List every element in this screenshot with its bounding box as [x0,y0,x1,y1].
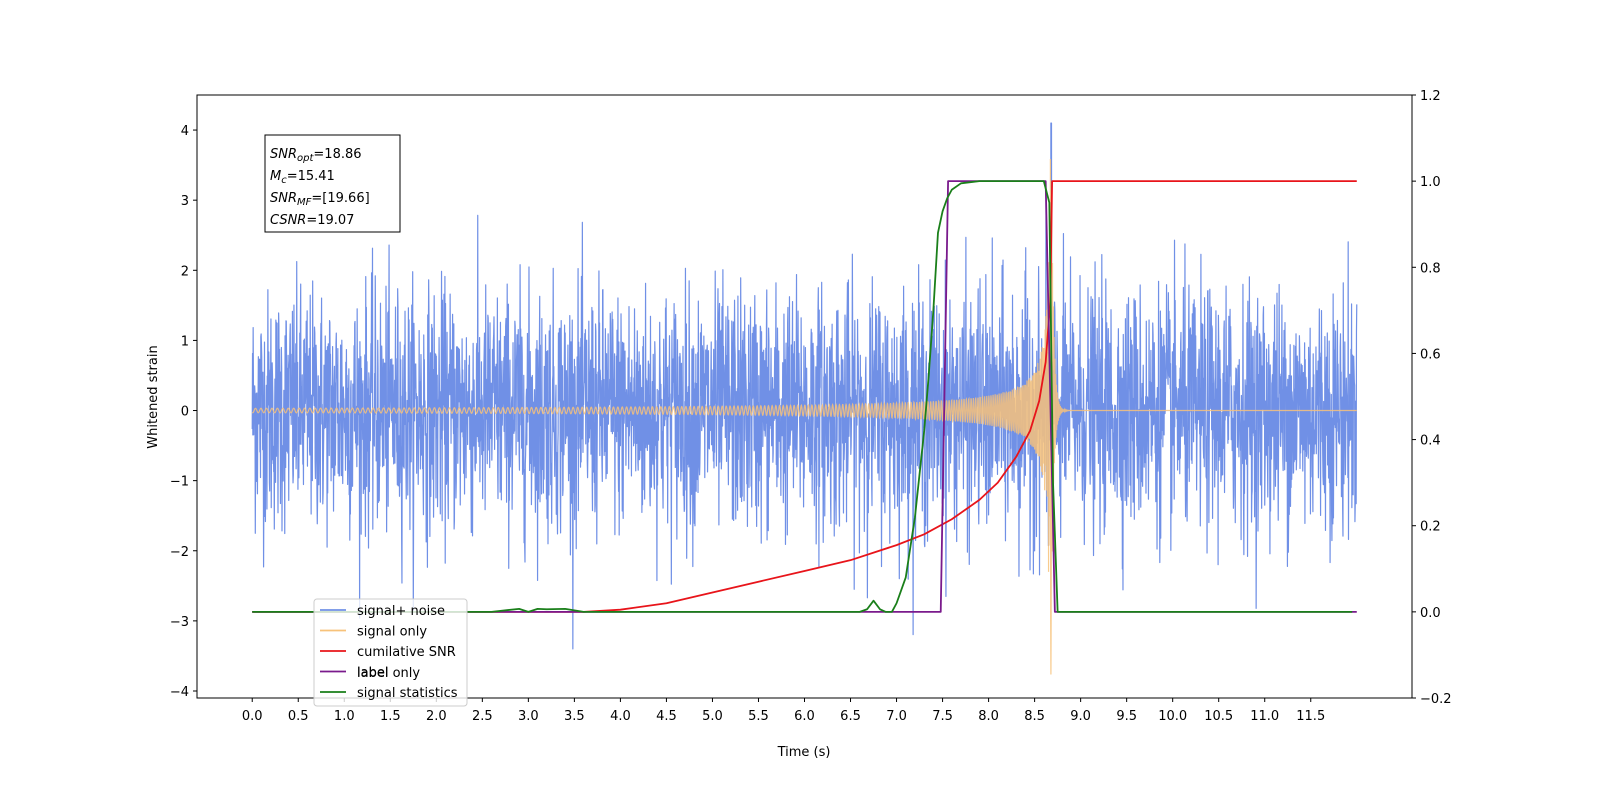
stats-annotation-box: SNRopt=18.86 Mc=15.41 SNRMF=[19.66] CSNR=19… [264,134,401,233]
x-tick-label: 9.0 [1070,709,1091,724]
y2-tick-label: 1.2 [1420,89,1441,104]
x-tick-label: 3.0 [518,709,539,724]
y2-tick-label: −0.2 [1420,692,1452,707]
x-axis-label: Time (s) [777,745,831,760]
legend-entry: cumilative SNR [357,645,456,660]
y2-tick-label: 0.0 [1420,606,1441,621]
x-tick-label: 3.5 [564,709,585,724]
x-tick-label: 1.0 [334,709,355,724]
x-tick-label: 8.0 [978,709,999,724]
x-tick-label: 6.5 [840,709,861,724]
legend: label only signal+ noise signal only cumila… [313,598,468,707]
legend-entry: label [357,666,388,681]
y-axis-label: Whitened strain [146,345,161,448]
y-tick-label: 1 [181,334,189,349]
y-tick-label: 2 [181,264,189,279]
x-tick-label: 0.0 [242,709,263,724]
legend-entry: signal only [357,625,427,640]
legend-entry: signal+ noise [357,604,445,619]
y2-tick-label: 0.2 [1420,520,1441,535]
y2-tick-label: 0.6 [1420,347,1441,362]
series-signal-only [251,158,1357,675]
y2-tick-label: 0.8 [1420,261,1441,276]
x-tick-label: 0.5 [288,709,309,724]
x-tick-label: 1.5 [380,709,401,724]
x-tick-label: 6.0 [794,709,815,724]
series-signal-noise [251,122,1358,650]
x-tick-label: 11.5 [1296,709,1325,724]
annotation-line: CSNR=19.07 [270,213,354,228]
y-tick-label: −2 [170,545,189,560]
series-signal-statistics [252,180,1353,613]
x-tick-label: 4.5 [656,709,677,724]
y-tick-label: 4 [181,124,189,139]
legend-entry: signal statistics [357,686,458,701]
x-tick-label: 10.0 [1158,709,1187,724]
x-tick-label: 7.5 [932,709,953,724]
series-cumilative-snr [252,180,1357,613]
x-tick-label: 10.5 [1204,709,1233,724]
x-tick-label: 11.0 [1250,709,1279,724]
x-tick-label: 2.0 [426,709,447,724]
y2-tick-label: 1.0 [1420,175,1441,190]
annotation-line: Mc=15.41 [270,169,335,186]
legend-hidden-label: label only [357,666,420,681]
x-tick-label: 5.0 [702,709,723,724]
y2-tick-label: 0.4 [1420,434,1441,449]
x-tick-label: 8.5 [1024,709,1045,724]
y-tick-label: −3 [170,615,189,630]
y-tick-label: −4 [170,685,189,700]
legend-frame [313,598,468,707]
y-tick-label: 3 [181,194,189,209]
annotation-line: SNRMF=[19.66] [270,191,370,208]
x-tick-label: 7.0 [886,709,907,724]
annotation-line: SNRopt=18.86 [270,147,362,164]
y-tick-label: 0 [181,405,189,420]
x-tick-label: 2.5 [472,709,493,724]
y-tick-label: −1 [170,475,189,490]
x-tick-label: 4.0 [610,709,631,724]
x-tick-label: 5.5 [748,709,769,724]
x-tick-label: 9.5 [1116,709,1137,724]
